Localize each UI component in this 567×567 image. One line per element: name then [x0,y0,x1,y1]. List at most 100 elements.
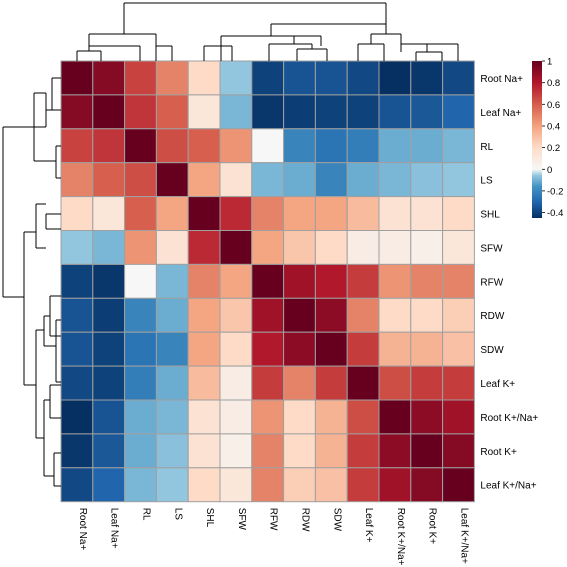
heatmap-cell [187,297,221,333]
heatmap-cell [92,162,126,198]
column-label: SDW [331,508,342,532]
heatmap-cell [251,433,285,469]
column-label: SHL [204,508,215,528]
heatmap-cell [442,196,475,232]
heatmap-cell [187,399,221,435]
heatmap-cell [283,94,316,130]
column-label: Leaf K+ [363,508,374,543]
heatmap-cell [60,365,94,401]
column-label: RFW [268,508,279,531]
heatmap-cell [410,128,444,164]
heatmap-cell [92,365,126,401]
heatmap-cell [442,128,475,164]
heatmap-cell [346,331,380,367]
heatmap-cell [378,60,412,96]
column-label: Leaf Na+ [109,508,120,549]
row-label: SHL [480,210,500,221]
heatmap-cell [219,467,253,503]
heatmap-cell [92,60,126,96]
heatmap-cell [346,60,380,96]
heatmap-cell [187,60,221,96]
row-label: LS [480,176,493,187]
heatmap-cell [219,365,253,401]
heatmap-cell [314,94,348,130]
row-labels: Root Na+ Leaf Na+ RL LS SHL SFW RFW RDW SDW Leaf … [480,74,538,492]
heatmap-cell [92,433,126,469]
heatmap-cell [92,128,126,164]
heatmap-cell [442,230,475,265]
heatmap-cell [219,331,253,367]
heatmap-cell [187,162,221,198]
heatmap-cell [378,230,412,265]
row-label: SDW [480,345,504,356]
heatmap-cell [346,230,380,265]
row-label: RDW [480,311,504,322]
heatmap-cell [219,196,253,232]
heatmap-cell [410,162,444,198]
colorbar-tick-label: 0.2 [547,143,560,154]
heatmap-cell [442,60,475,96]
heatmap-cell [378,365,412,401]
heatmap-cell [251,263,285,299]
heatmap-cell [410,399,444,435]
heatmap-cell [251,196,285,232]
heatmap-cell [442,162,475,198]
column-label: LS [172,508,183,521]
heatmap-cell [283,399,316,435]
heatmap-cell [378,162,412,198]
heatmap-cell [410,263,444,299]
heatmap-cell [124,60,157,96]
row-label: RFW [480,277,503,288]
row-label: Leaf Na+ [480,108,521,119]
heatmap-cell [155,433,189,469]
heatmap-cell [314,399,348,435]
heatmap-cell [124,365,157,401]
heatmap-cell [187,433,221,469]
heatmap-cell [124,230,157,265]
heatmap-cell [442,94,475,130]
heatmap-cell [314,467,348,503]
heatmap-cell [378,196,412,232]
heatmap-cell [251,94,285,130]
heatmap-cell [60,162,94,198]
heatmap-cell [283,365,316,401]
heatmap-cell [378,263,412,299]
heatmap-cell [60,128,94,164]
heatmap-cell [346,263,380,299]
heatmap-cell [410,433,444,469]
row-label: Leaf K+/Na+ [480,481,536,492]
heatmap-cell [442,433,475,469]
heatmap-cell [378,297,412,333]
heatmap-cell [60,331,94,367]
column-label: SFW [236,508,247,531]
heatmap-cell [219,399,253,435]
heatmap-cell [378,94,412,130]
heatmap-cell [283,263,316,299]
heatmap-cell [155,331,189,367]
heatmap-cell [124,94,157,130]
row-label: RL [480,142,493,153]
colorbar [532,61,542,218]
heatmap-cell [283,331,316,367]
heatmap-cell [187,196,221,232]
heatmap-cell [442,263,475,299]
heatmap-cell [155,297,189,333]
heatmap-cell [346,399,380,435]
heatmap-cell [60,297,94,333]
column-dendrogram [76,2,459,61]
heatmap-cell [219,94,253,130]
heatmap-cell [442,297,475,333]
heatmap-cell [155,94,189,130]
heatmap-cell [283,196,316,232]
heatmap-cell [92,331,126,367]
heatmap-cell [346,162,380,198]
heatmap-cell [314,263,348,299]
heatmap-cell [155,467,189,503]
row-dendrogram [2,77,61,487]
heatmap-cells [60,60,475,503]
heatmap-cell [346,365,380,401]
heatmap-cell [92,467,126,503]
heatmap-cell [283,467,316,503]
column-label: RL [141,508,152,521]
